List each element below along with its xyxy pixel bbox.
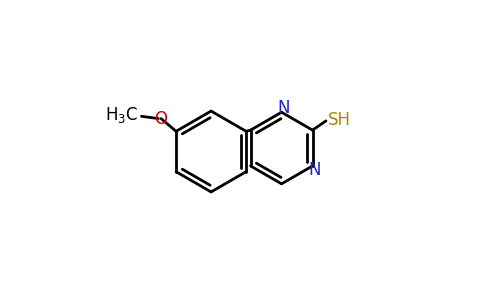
Text: N: N bbox=[277, 99, 289, 117]
Text: H$_3$C: H$_3$C bbox=[105, 105, 138, 125]
Text: O: O bbox=[154, 110, 167, 128]
Text: N: N bbox=[308, 161, 321, 179]
Text: SH: SH bbox=[328, 111, 351, 129]
